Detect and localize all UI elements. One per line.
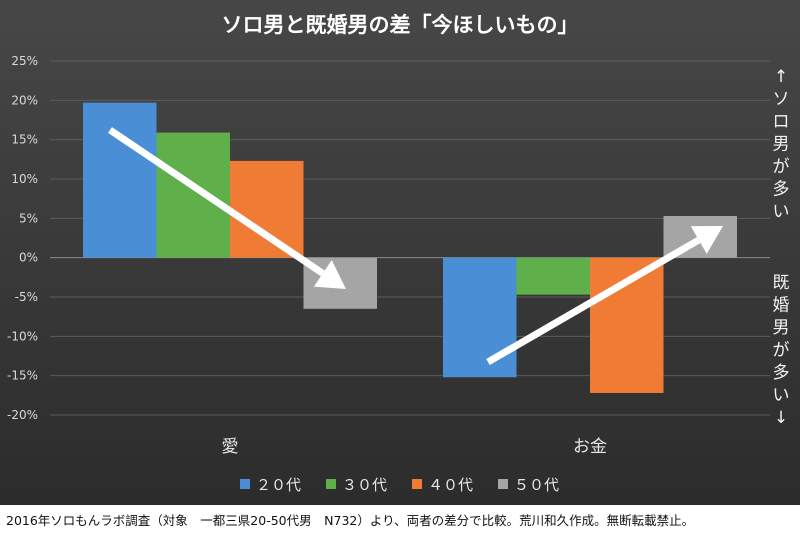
bar: [443, 257, 517, 378]
annotation-char: ↑: [774, 67, 788, 87]
legend-label: ５０代: [514, 476, 559, 494]
annotation-char: が: [773, 157, 790, 177]
legend-label: ３０代: [342, 476, 387, 494]
y-tick-label: 5%: [19, 211, 38, 225]
bar: [230, 160, 304, 258]
y-tick-label: 0%: [19, 251, 38, 265]
y-tick-label: 20%: [11, 93, 38, 107]
y-tick-label: 10%: [11, 172, 38, 186]
chart-title: ソロ男と既婚男の差「今ほしいもの」: [222, 13, 579, 37]
annotation-char: 男: [773, 318, 790, 338]
annotation-char: 男: [773, 135, 790, 155]
y-axis-tick-labels: 25% 20% 15% 10% 5% 0% -5% -10% -15% -20%: [7, 54, 38, 422]
annotation-char: が: [773, 341, 790, 361]
trend-arrow-head: [690, 226, 723, 254]
annotation-char: 多: [773, 180, 790, 200]
y-tick-label: -10%: [7, 329, 38, 343]
annotation-char: ソ: [773, 90, 790, 110]
annotation-char: い: [773, 202, 790, 222]
y-tick-label: -15%: [7, 369, 38, 383]
trend-arrows: [108, 127, 723, 366]
legend-swatch: [240, 479, 250, 489]
annotation-char: 多: [773, 363, 790, 383]
category-label: お金: [573, 437, 607, 457]
y-tick-label: 15%: [11, 133, 38, 147]
trend-arrow-shaft: [108, 127, 325, 277]
annotation-char: い: [773, 386, 790, 406]
legend-swatch: [498, 479, 508, 489]
category-label: 愛: [222, 437, 239, 457]
x-axis-category-labels: 愛 お金: [222, 437, 608, 457]
legend: ２０代 ３０代 ４０代 ５０代: [240, 476, 559, 494]
legend-label: ２０代: [256, 476, 301, 494]
annotation-char: ロ: [773, 112, 790, 132]
y-tick-label: -5%: [15, 290, 38, 304]
annotation-char: ↓: [774, 408, 788, 428]
legend-label: ４０代: [428, 476, 473, 494]
trend-arrow-shaft: [486, 236, 701, 366]
y-tick-label: -20%: [7, 408, 38, 422]
trend-arrow-head: [313, 260, 346, 289]
annotation-char: 既: [773, 273, 790, 293]
annotation-char: 婚: [773, 296, 790, 316]
y-tick-label: 25%: [11, 54, 38, 68]
bar: [516, 257, 590, 295]
source-caption: 2016年ソロもんラボ調査（対象 一都三県20-50代男 N732）より、両者の…: [6, 513, 695, 528]
bar: [156, 132, 230, 258]
bar: [83, 102, 157, 258]
legend-swatch: [326, 479, 336, 489]
legend-swatch: [412, 479, 422, 489]
